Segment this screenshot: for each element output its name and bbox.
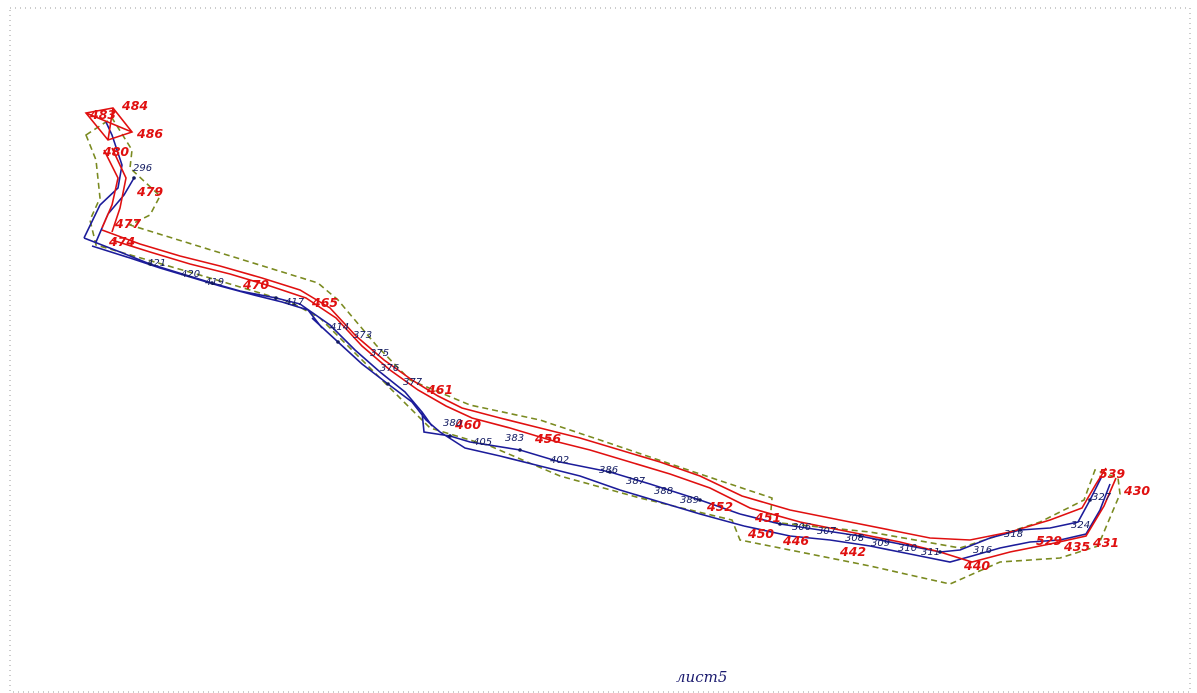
red-point-label: 474 — [108, 234, 135, 249]
blue-point-labels: 296 421 420 419 417 414 373 375 376 377 … — [133, 163, 1112, 558]
blue-point-label: 414 — [330, 322, 349, 333]
red-point-labels: 483 484 486 480 479 477 474 470 465 461 … — [89, 98, 1150, 573]
red-point-label: 529 — [1036, 533, 1062, 548]
red-point-label: 460 — [454, 417, 481, 432]
blue-point-label: 309 — [871, 538, 890, 549]
blue-point-label: 311 — [921, 547, 940, 558]
red-point-label: 484 — [121, 98, 148, 113]
blue-point-label: 380 — [443, 418, 462, 429]
blue-point-label: 419 — [205, 277, 224, 288]
red-point-label: 435 — [1063, 539, 1090, 554]
sheet-frame — [9, 7, 1191, 693]
blue-point-label: 420 — [181, 269, 200, 280]
blue-point-label: 377 — [403, 377, 423, 388]
red-point-label: 456 — [534, 431, 561, 446]
red-point-label: 450 — [747, 526, 774, 541]
red-point-label: 483 — [89, 107, 116, 122]
blue-point-label: 310 — [898, 543, 917, 554]
red-point-label: 465 — [311, 295, 338, 310]
blue-point-label: 307 — [817, 526, 837, 537]
red-point-label: 446 — [782, 533, 809, 548]
blue-point-label: 316 — [973, 545, 992, 556]
red-point-label: 442 — [839, 544, 866, 559]
sheet-label: лист5 — [676, 668, 728, 686]
blue-point-label: 375 — [370, 348, 389, 359]
blue-point-label: 386 — [599, 465, 618, 476]
red-point-label: 539 — [1099, 466, 1125, 481]
vertex-ticks — [132, 176, 1092, 554]
blue-point-label: 306 — [792, 522, 811, 533]
blue-point-label: 373 — [353, 330, 372, 341]
blue-point-label: 417 — [285, 297, 305, 308]
red-point-label: 470 — [242, 277, 269, 292]
red-point-label: 461 — [426, 382, 453, 397]
blue-point-label: 324 — [1071, 520, 1090, 531]
blue-point-label: 421 — [147, 258, 166, 269]
red-point-label: 477 — [114, 216, 141, 231]
blue-point-label: 389 — [680, 495, 699, 506]
blue-point-label: 376 — [380, 363, 399, 374]
blue-point-label: 383 — [505, 433, 524, 444]
blue-point-label: 308 — [845, 533, 864, 544]
blue-point-label: 318 — [1004, 529, 1023, 540]
red-point-label: 452 — [706, 499, 733, 514]
blue-point-label: 405 — [473, 437, 492, 448]
blue-point-label: 388 — [654, 486, 673, 497]
red-point-label: 440 — [963, 558, 990, 573]
blue-point-label: 402 — [550, 455, 569, 466]
zone-contour — [85, 116, 1121, 585]
red-point-label: 480 — [102, 144, 129, 159]
red-point-label: 486 — [136, 126, 163, 141]
blue-point-label: 296 — [133, 163, 152, 174]
blue-point-label: 387 — [626, 476, 646, 487]
red-point-label: 451 — [754, 510, 781, 525]
red-point-label: 479 — [136, 184, 163, 199]
existing-network — [83, 121, 1111, 563]
blue-point-label: 327 — [1092, 492, 1112, 503]
red-point-label: 430 — [1123, 483, 1150, 498]
boundary-lines — [84, 107, 1117, 563]
red-point-label: 431 — [1092, 535, 1119, 550]
